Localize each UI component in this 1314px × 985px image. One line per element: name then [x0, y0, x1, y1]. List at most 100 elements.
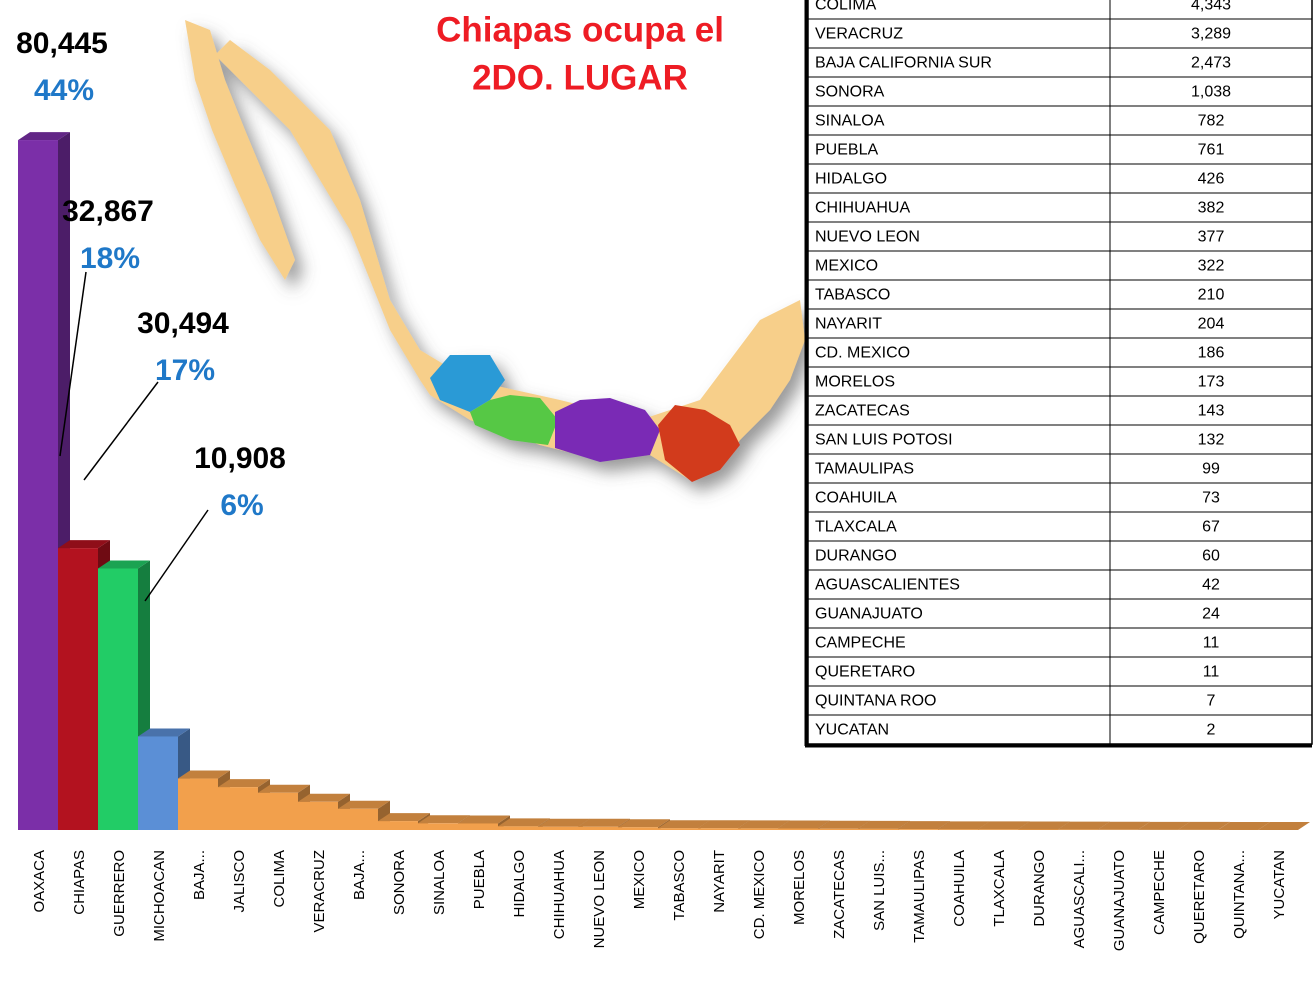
- state-name: CAMPECHE: [815, 635, 906, 652]
- state-name: GUANAJUATO: [815, 606, 923, 623]
- map-chiapas: [658, 405, 740, 482]
- bar-top: [1178, 821, 1230, 830]
- value-label: 80,445: [16, 27, 108, 60]
- bar-side: [1298, 821, 1310, 830]
- x-tick-label: TLAXCALA: [991, 850, 1008, 927]
- state-name: TABASCO: [815, 287, 890, 304]
- x-tick-label: COAHUILA: [951, 850, 968, 927]
- x-tick-label: ZACATECAS: [831, 850, 848, 939]
- bar-top: [1218, 821, 1270, 830]
- x-tick-label: DURANGO: [1031, 850, 1048, 927]
- bar: [138, 736, 178, 830]
- value-label: 32,867: [62, 195, 154, 228]
- state-name: PUEBLA: [815, 142, 878, 159]
- x-tick-label: CAMPECHE: [1151, 850, 1168, 935]
- x-tick-label: JALISCO: [231, 850, 248, 913]
- state-count: 377: [1198, 229, 1225, 246]
- x-tick-label: MORELOS: [791, 850, 808, 925]
- state-name: QUERETARO: [815, 664, 915, 681]
- state-name: CHIHUAHUA: [815, 200, 910, 217]
- state-name: TAMAULIPAS: [815, 461, 914, 478]
- state-name: SONORA: [815, 84, 885, 101]
- state-name: TLAXCALA: [815, 519, 897, 536]
- bar: [258, 792, 298, 830]
- bar: [18, 140, 58, 831]
- state-count: 210: [1198, 287, 1225, 304]
- bar-top: [98, 560, 150, 569]
- bar: [818, 828, 858, 830]
- leader-line: [59, 271, 87, 457]
- x-tick-label: MEXICO: [631, 850, 648, 909]
- state-name: SINALOA: [815, 113, 885, 130]
- x-tick-label: SAN LUIS...: [871, 850, 888, 931]
- state-name: BAJA CALIFORNIA SUR: [815, 55, 992, 72]
- bar-top: [778, 820, 830, 829]
- bar-top: [458, 815, 510, 824]
- state-name: QUINTANA ROO: [815, 693, 937, 710]
- state-count: 67: [1202, 519, 1220, 536]
- state-name: VERACRUZ: [815, 26, 903, 43]
- x-tick-label: BAJA...: [351, 850, 368, 900]
- bar-top: [898, 821, 950, 830]
- x-tick-label: TAMAULIPAS: [911, 850, 928, 943]
- bar-top: [1058, 821, 1110, 830]
- x-tick-label: CHIHUAHUA: [551, 850, 568, 939]
- x-tick-label: CHIAPAS: [71, 850, 88, 915]
- bar: [178, 778, 218, 830]
- bar: [58, 548, 98, 830]
- map-oaxaca: [555, 398, 660, 462]
- bar: [98, 568, 138, 830]
- bar: [338, 808, 378, 830]
- state-name: NAYARIT: [815, 316, 882, 333]
- map-michoacan: [430, 355, 505, 412]
- state-name: MORELOS: [815, 374, 895, 391]
- state-count: 322: [1198, 258, 1225, 275]
- bar-top: [298, 793, 350, 802]
- state-count: 11: [1203, 664, 1220, 681]
- x-tick-label: MICHOACAN: [151, 850, 168, 942]
- x-tick-label: VERACRUZ: [311, 850, 328, 933]
- bar-top: [58, 540, 110, 549]
- title-line: Chiapas ocupa el: [436, 10, 724, 49]
- percent-label: 17%: [155, 354, 215, 387]
- x-tick-label: YUCATAN: [1271, 850, 1288, 919]
- state-count: 186: [1198, 345, 1225, 362]
- x-tick-label: CD. MEXICO: [751, 850, 768, 939]
- state-count: 2,473: [1191, 55, 1231, 72]
- bar-top: [1258, 821, 1310, 830]
- state-count: 204: [1198, 316, 1225, 333]
- percent-label: 44%: [34, 74, 94, 107]
- state-count: 2: [1207, 722, 1216, 739]
- bar-top: [658, 820, 710, 829]
- bar-top: [978, 821, 1030, 830]
- title: Chiapas ocupa el 2DO. LUGAR: [436, 10, 724, 97]
- state-count: 382: [1198, 200, 1225, 217]
- bar: [978, 829, 1018, 830]
- table-background: [807, 0, 1313, 745]
- bar-chart: OAXACA CHIAPAS GUERRERO MICHOACAN BAJA... JAL…: [16, 27, 1310, 951]
- map-guerrero: [470, 395, 558, 445]
- state-count: 1,038: [1191, 84, 1231, 101]
- bar-top: [818, 820, 870, 829]
- state-count: 60: [1202, 548, 1220, 565]
- bar: [778, 828, 818, 830]
- state-count: 11: [1203, 635, 1220, 652]
- bar-top: [618, 819, 670, 828]
- bar: [738, 828, 778, 830]
- state-count: 99: [1202, 461, 1220, 478]
- x-tick-label: OAXACA: [31, 850, 48, 913]
- bar: [298, 801, 338, 830]
- state-count: 42: [1202, 577, 1220, 594]
- bar: [378, 821, 418, 830]
- state-name: COAHUILA: [815, 490, 897, 507]
- leader-lines: [59, 271, 209, 602]
- bar: [418, 823, 458, 830]
- x-tick-label: GUANAJUATO: [1111, 850, 1128, 951]
- map: [185, 20, 805, 482]
- map-baja: [185, 20, 295, 280]
- x-tick-label: NUEVO LEON: [591, 850, 608, 948]
- x-tick-label: TABASCO: [671, 850, 688, 921]
- bar-top: [418, 815, 470, 824]
- bar-top: [1138, 821, 1190, 830]
